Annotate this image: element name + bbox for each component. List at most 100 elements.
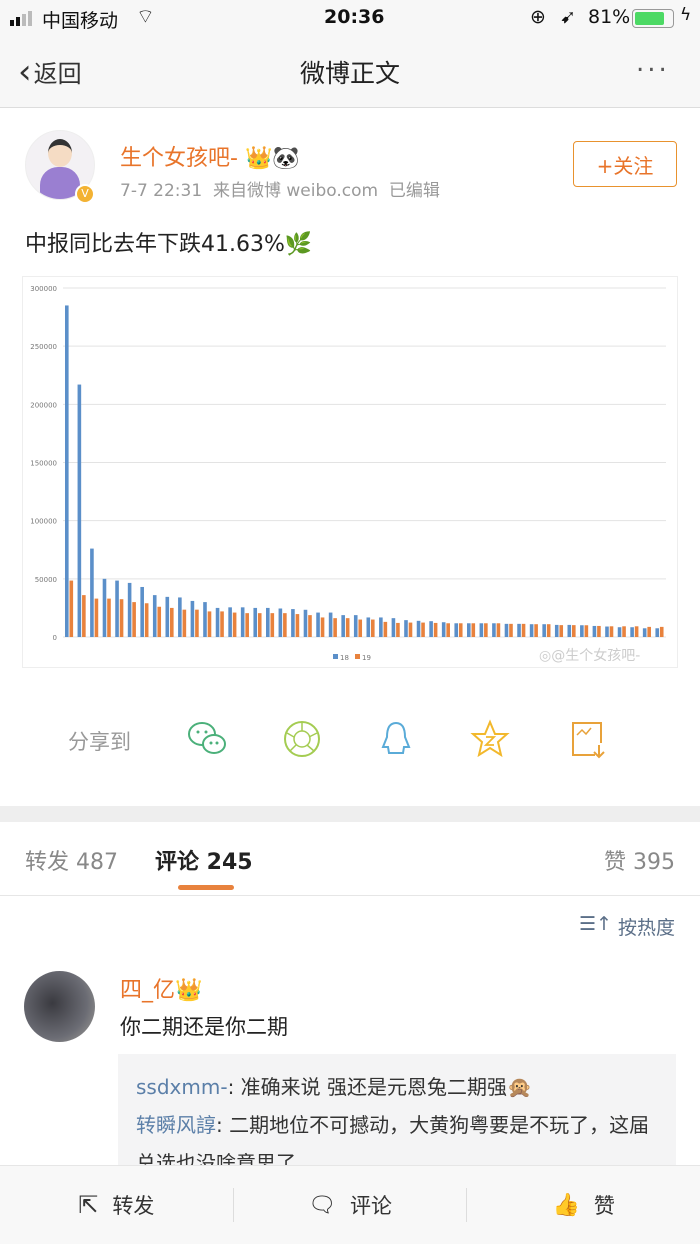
- clock: 20:36: [324, 6, 385, 28]
- bar-19: [383, 621, 388, 637]
- crown-icon: 👑: [175, 978, 203, 1003]
- comment-text: 你二期还是你二期: [120, 1015, 288, 1039]
- bar-18: [178, 597, 182, 637]
- tab-repost[interactable]: 转发 487: [25, 850, 118, 875]
- qq-icon[interactable]: [374, 717, 418, 761]
- location-icon: ➹: [560, 6, 576, 28]
- chart-image[interactable]: 0 50000 100000 150000 200000 250000 300000 18 19…: [22, 276, 678, 668]
- bar-19: [170, 607, 174, 637]
- bar-19: [333, 618, 337, 637]
- like-button[interactable]: 👍 赞: [467, 1166, 700, 1244]
- back-button[interactable]: ‹ 返回: [18, 54, 82, 89]
- bar-18: [642, 628, 647, 637]
- bar-19: [609, 626, 614, 637]
- bar-19: [308, 615, 312, 637]
- tabs-divider: [0, 895, 700, 896]
- bar-18: [65, 305, 69, 637]
- active-tab-indicator: [178, 885, 234, 890]
- reply-item[interactable]: ssdxmm-: 准确来说 强还是元恩兔二期强🙊: [136, 1068, 658, 1106]
- bar-18: [454, 623, 459, 637]
- bar-19: [94, 598, 99, 637]
- bar-18: [77, 384, 82, 637]
- tab-comment[interactable]: 评论 245: [155, 850, 253, 875]
- bar-18: [404, 620, 408, 637]
- comment-button[interactable]: 🗨 评论: [234, 1166, 467, 1244]
- tab-like[interactable]: 赞 395: [604, 850, 675, 875]
- bar-18: [115, 580, 119, 637]
- bar-18: [190, 600, 195, 637]
- bar-19: [484, 623, 488, 637]
- status-bar: 中国移动 ⌔ 20:36 ⊕ ➹ 81% ϟ: [0, 0, 700, 36]
- follow-button[interactable]: +关注: [573, 141, 677, 187]
- watermark: ◎@生个女孩吧-: [539, 648, 641, 664]
- divider: [466, 1188, 468, 1222]
- bar-18: [140, 586, 144, 637]
- section-divider: [0, 806, 700, 822]
- bar-19: [220, 611, 224, 637]
- bar-18: [278, 608, 283, 637]
- bar-18: [90, 548, 94, 637]
- legend-swatch: [333, 654, 338, 659]
- wechat-icon[interactable]: [185, 717, 229, 761]
- bar-19: [232, 612, 237, 637]
- save-image-icon[interactable]: [565, 717, 609, 761]
- bar-18: [228, 607, 232, 637]
- repost-icon: ⇱: [78, 1191, 99, 1219]
- bar-19: [132, 602, 136, 637]
- page-title: 微博正文: [299, 59, 400, 88]
- bar-18: [655, 628, 660, 637]
- panda-icon: 🐼: [272, 146, 300, 171]
- bar-19: [345, 618, 350, 637]
- reply-box[interactable]: ssdxmm-: 准确来说 强还是元恩兔二期强🙊 转瞬风諄: 二期地位不可撼动，…: [118, 1054, 676, 1166]
- bar-18: [240, 607, 245, 637]
- comment-label: 评论: [349, 1194, 392, 1218]
- like-label: 赞: [593, 1194, 615, 1218]
- bar-19: [446, 623, 450, 637]
- reply-item[interactable]: 转瞬风諄: 二期地位不可撼动，大黄狗粤要是不玩了，这届总选也没啥意思了: [136, 1106, 658, 1166]
- repost-button[interactable]: ⇱ 转发: [0, 1166, 233, 1244]
- more-icon[interactable]: ...: [636, 48, 670, 78]
- sort-label: 按热度: [617, 917, 675, 939]
- bar-18: [253, 607, 258, 637]
- bar-19: [421, 622, 425, 637]
- bar-18: [341, 615, 345, 637]
- reply-user[interactable]: ssdxmm-: [136, 1075, 228, 1099]
- divider: [232, 1188, 234, 1222]
- bar-18: [328, 612, 333, 637]
- bar-19: [270, 613, 275, 637]
- bar-19: [144, 603, 149, 637]
- bar-19: [597, 625, 601, 637]
- bar-19: [509, 623, 513, 637]
- author-avatar[interactable]: [25, 130, 95, 200]
- reply-user[interactable]: 转瞬风諄: [136, 1113, 216, 1137]
- reply-text: : 二期地位不可撼动，大黄狗粤要是不玩了，这届总选也没啥意思了: [136, 1113, 650, 1166]
- leaf-emoji-icon: 🌿: [284, 232, 313, 257]
- qzone-icon[interactable]: [468, 717, 512, 761]
- bar-19: [207, 611, 212, 637]
- moments-icon[interactable]: [280, 717, 324, 761]
- bar-18: [303, 609, 308, 637]
- bar-19: [546, 624, 551, 637]
- y-tick-label: 300000: [30, 285, 57, 293]
- bar-18: [617, 627, 622, 637]
- commenter-name[interactable]: 四_亿👑: [120, 978, 203, 1003]
- bar-18: [554, 624, 559, 637]
- bar-18: [291, 609, 295, 637]
- bar-19: [283, 613, 287, 637]
- bar-18: [567, 624, 572, 637]
- y-tick-label: 0: [53, 634, 57, 642]
- y-tick-label: 100000: [30, 518, 57, 526]
- author-name[interactable]: 生个女孩吧- 👑🐼: [120, 146, 300, 171]
- bar-19: [534, 624, 538, 637]
- bar-18: [379, 617, 383, 637]
- bar-19: [257, 613, 262, 637]
- carrier: 中国移动: [42, 10, 119, 32]
- bar-19: [659, 626, 664, 637]
- commenter-avatar[interactable]: [24, 971, 95, 1042]
- sort-button[interactable]: ☰↑ 按热度: [579, 913, 675, 940]
- bar-19: [157, 606, 162, 637]
- bar-19: [107, 598, 111, 637]
- bottom-toolbar: ⇱ 转发 🗨 评论 👍 赞: [0, 1165, 700, 1244]
- bar-18: [429, 621, 433, 637]
- bar-19: [119, 599, 124, 637]
